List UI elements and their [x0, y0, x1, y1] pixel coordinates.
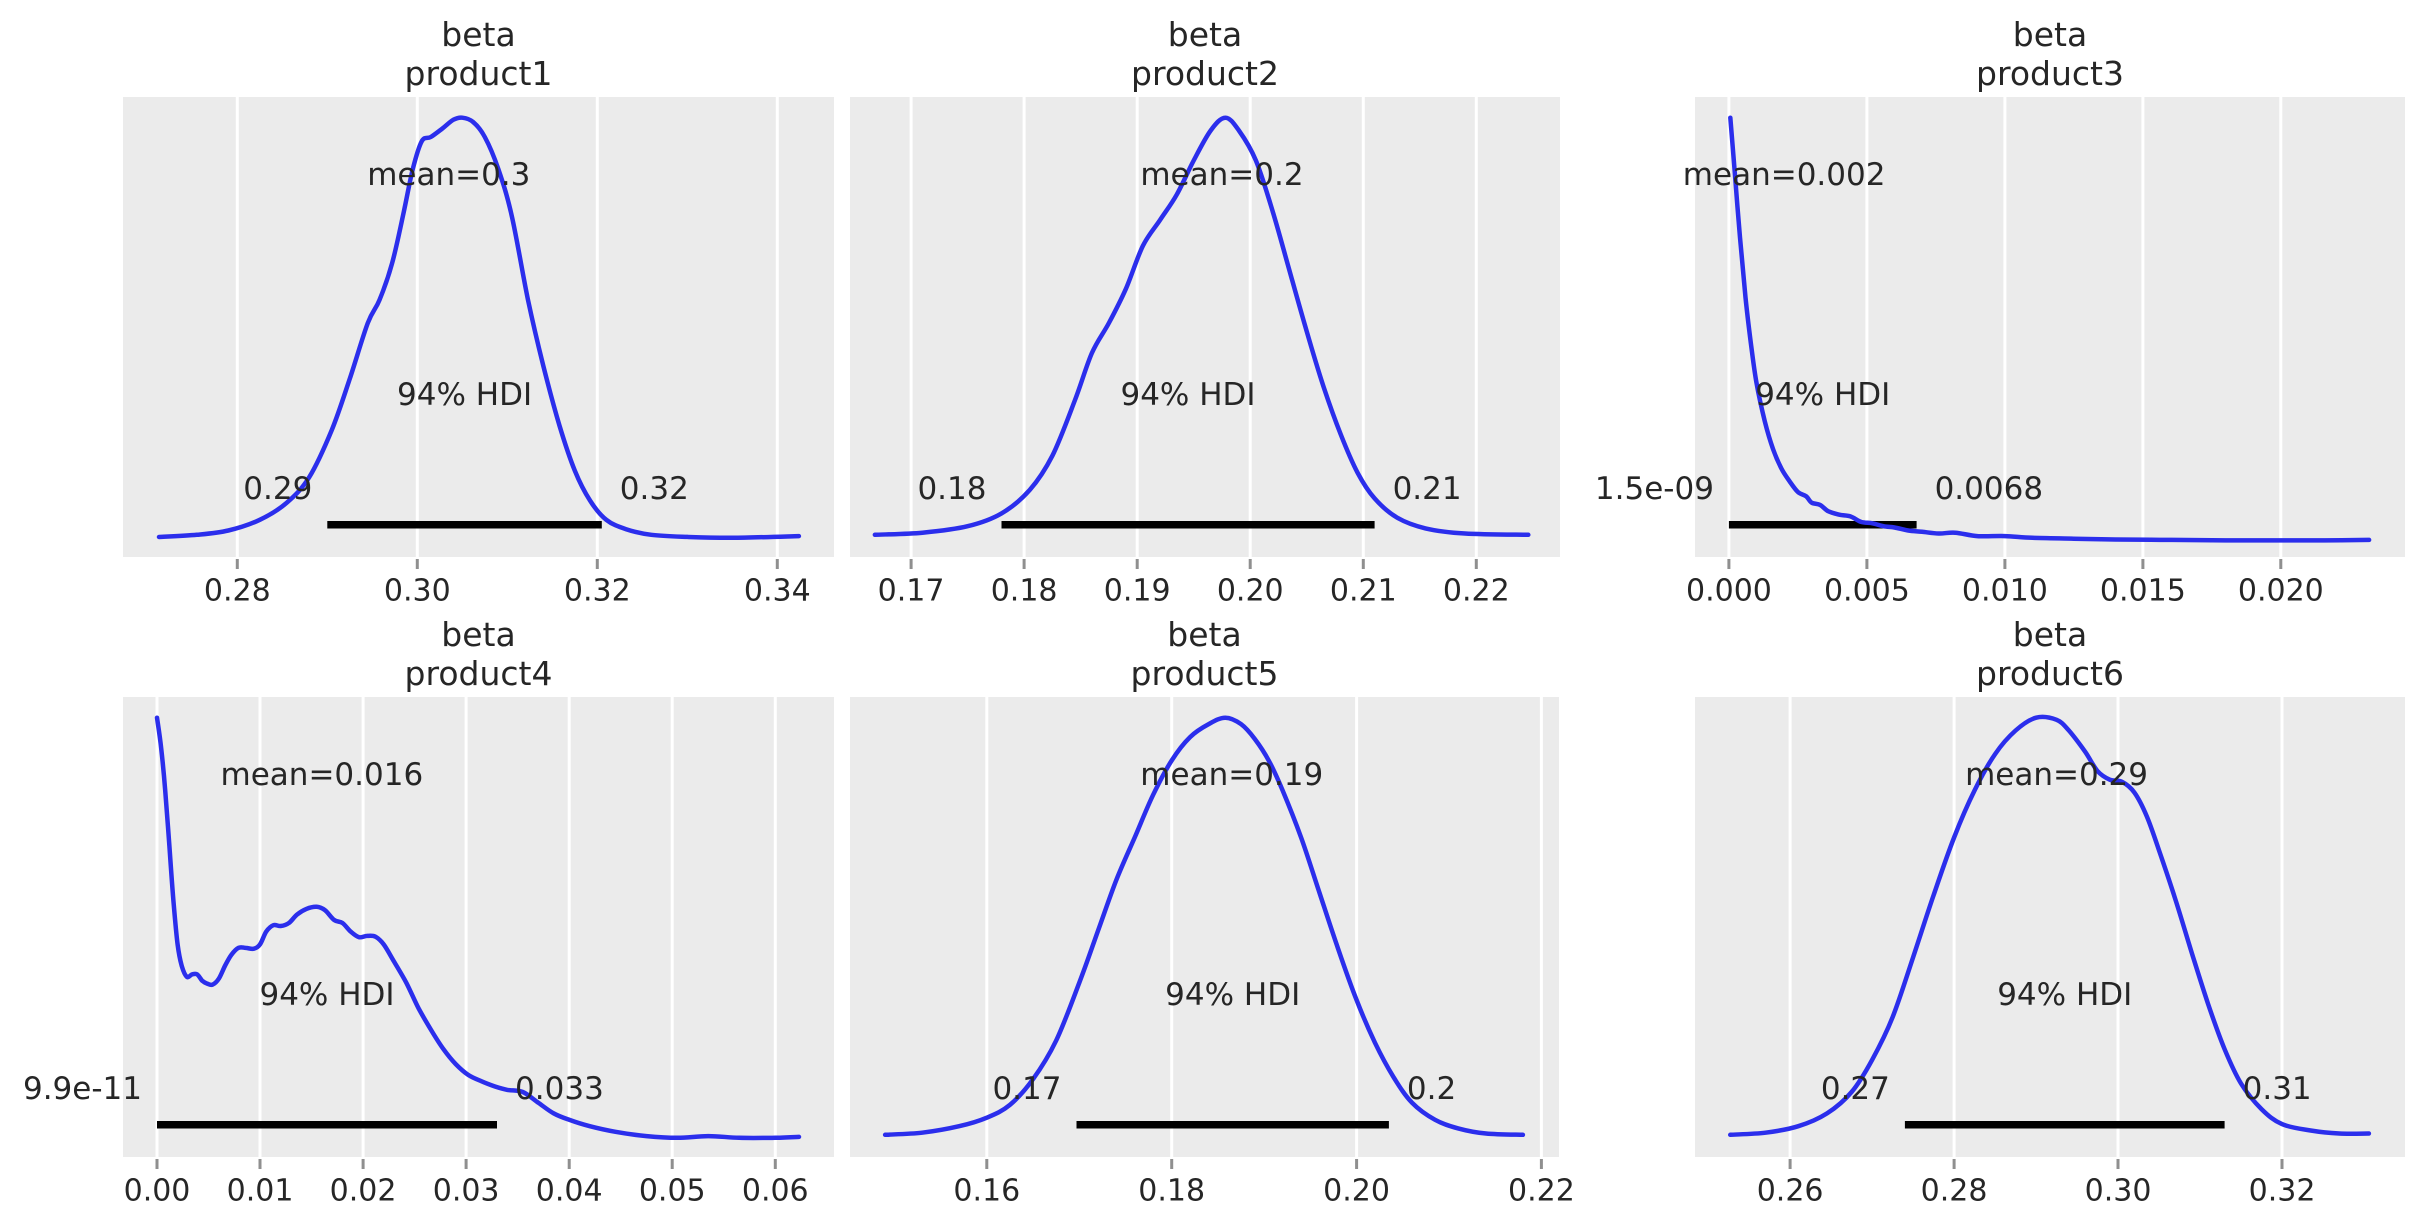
plot-background: [850, 97, 1560, 557]
x-tick-label: 0.010: [1961, 573, 2048, 609]
hdi-probability-label: 94% HDI: [397, 377, 533, 414]
density-curve: [1728, 714, 2372, 1138]
density-curve: [154, 715, 802, 1141]
x-tick-label: 0.22: [1442, 573, 1510, 609]
x-tick-label: 0.20: [1216, 573, 1284, 609]
subplot-title: beta product3: [1976, 15, 2124, 93]
x-tick-label: 0.30: [2084, 1173, 2152, 1209]
plot-background: [1695, 697, 2405, 1157]
x-tick-label: 0.06: [741, 1173, 809, 1209]
subplot-product3: beta product3 mean=0.002 94% HDI 1.5e-09 0.0…: [1595, 15, 2405, 609]
plot-background: [123, 97, 834, 557]
x-tick-label: 0.18: [990, 573, 1058, 609]
mean-label: mean=0.2: [1140, 157, 1304, 194]
x-tick-label: 0.26: [1756, 1173, 1824, 1209]
x-tick-label: 0.32: [563, 573, 631, 609]
x-tick-label: 0.005: [1823, 573, 1910, 609]
subplot-title: beta product2: [1131, 15, 1279, 93]
mean-label: mean=0.002: [1682, 157, 1886, 194]
plot-area: [850, 697, 1559, 1169]
subplot-title: beta product5: [1130, 615, 1279, 693]
hdi-upper-bound-label: 0.32: [619, 470, 689, 507]
hdi-upper-bound-label: 0.21: [1392, 470, 1462, 507]
x-tick-label: 0.21: [1329, 573, 1397, 609]
x-tick-label: 0.04: [535, 1173, 603, 1209]
x-tick-label: 0.17: [877, 573, 945, 609]
x-tick-label: 0.00: [123, 1173, 191, 1209]
subplot-product1: beta product1 mean=0.3 94% HDI 0.29 0.32 0.28…: [123, 15, 834, 609]
subplot-product6: beta product6 mean=0.29 94% HDI 0.27 0.31 0.2…: [1695, 615, 2405, 1209]
x-tick-label: 0.16: [953, 1173, 1021, 1209]
x-tick-label: 0.22: [1508, 1173, 1575, 1209]
plot-area: [1695, 697, 2405, 1169]
subplot-product2: beta product2 mean=0.2 94% HDI 0.18 0.21 0.17…: [850, 15, 1560, 609]
density-curve: [156, 115, 802, 541]
x-tick-label: 0.34: [743, 573, 811, 609]
x-tick-label: 0.28: [203, 573, 271, 609]
hdi-upper-bound-label: 0.033: [515, 1070, 604, 1107]
x-tick-label: 0.30: [383, 573, 451, 609]
hdi-lower-bound-label: 9.9e-11: [22, 1070, 142, 1107]
density-curve: [882, 715, 1526, 1138]
x-tick-label: 0.05: [638, 1173, 706, 1209]
hdi-lower-bound-label: 0.17: [992, 1070, 1062, 1107]
x-tick-label: 0.19: [1103, 573, 1171, 609]
subplot-title: beta product1: [404, 15, 553, 93]
hdi-probability-label: 94% HDI: [259, 977, 395, 1014]
x-tick-label: 0.000: [1685, 573, 1772, 609]
hdi-upper-bound-label: 0.2: [1406, 1070, 1457, 1107]
x-tick-label: 0.28: [1920, 1173, 1988, 1209]
plot-background: [1695, 97, 2405, 557]
x-tick-label: 0.020: [2237, 573, 2324, 609]
x-tick-label: 0.20: [1323, 1173, 1390, 1209]
hdi-lower-bound-label: 1.5e-09: [1594, 470, 1714, 507]
hdi-lower-bound-label: 0.18: [917, 470, 987, 507]
density-curve: [1728, 115, 2372, 543]
hdi-lower-bound-label: 0.27: [1820, 1070, 1890, 1107]
x-tick-label: 0.01: [226, 1173, 294, 1209]
hdi-lower-bound-label: 0.29: [243, 470, 313, 507]
mean-label: mean=0.016: [220, 757, 424, 794]
mean-label: mean=0.29: [1965, 757, 2149, 794]
subplot-title: beta product6: [1976, 615, 2124, 693]
plot-area: [123, 97, 834, 569]
subplot-product5: beta product5 mean=0.19 94% HDI 0.17 0.2 0.16…: [850, 615, 1575, 1209]
hdi-upper-bound-label: 0.0068: [1934, 470, 2044, 507]
hdi-probability-label: 94% HDI: [1165, 977, 1301, 1014]
subplot-product4: beta product4 mean=0.016 94% HDI 9.9e-11 0.0…: [23, 615, 834, 1209]
x-tick-label: 0.02: [329, 1173, 397, 1209]
hdi-probability-label: 94% HDI: [1755, 377, 1891, 414]
hdi-probability-label: 94% HDI: [1120, 377, 1256, 414]
mean-label: mean=0.19: [1140, 757, 1324, 794]
x-tick-label: 0.03: [432, 1173, 500, 1209]
x-tick-label: 0.32: [2248, 1173, 2316, 1209]
plot-background: [850, 697, 1559, 1157]
x-tick-label: 0.18: [1138, 1173, 1206, 1209]
density-curve: [872, 115, 1531, 538]
plot-area: [123, 697, 834, 1169]
plot-area: [1695, 97, 2405, 569]
mean-label: mean=0.3: [367, 157, 531, 194]
plot-area: [850, 97, 1560, 569]
hdi-probability-label: 94% HDI: [1997, 977, 2133, 1014]
subplot-title: beta product4: [404, 615, 553, 693]
x-tick-label: 0.015: [2099, 573, 2186, 609]
hdi-upper-bound-label: 0.31: [2242, 1070, 2312, 1107]
